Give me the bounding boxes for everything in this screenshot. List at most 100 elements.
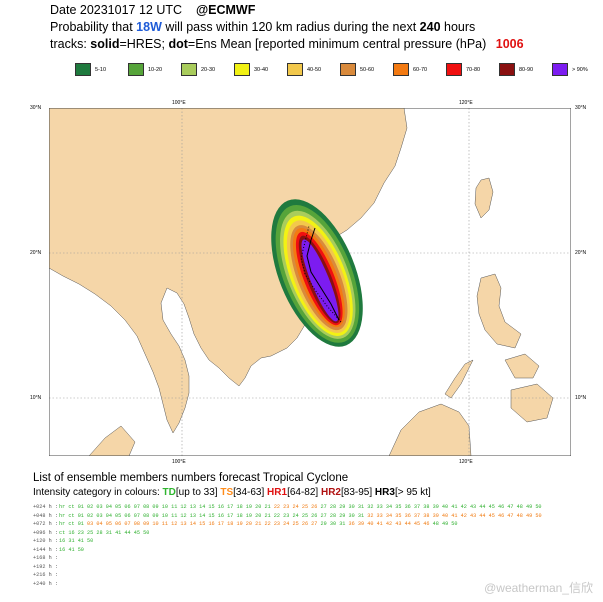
dot-def: =Ens Mean [reported minimum central pres… bbox=[187, 37, 487, 51]
legend-item: 20-30 bbox=[181, 63, 234, 76]
ensemble-row-label: +120 h : bbox=[33, 538, 58, 544]
legend-label: > 90% bbox=[572, 66, 588, 73]
ensemble-row-label: +072 h : bbox=[33, 521, 58, 527]
visayas-islands bbox=[504, 353, 540, 379]
ensemble-member-group: hr bbox=[59, 512, 66, 519]
ensemble-row-label: +096 h : bbox=[33, 529, 58, 536]
sumatra-island bbox=[88, 425, 136, 456]
legend-swatch bbox=[446, 63, 462, 76]
hr2-range: [83-95] bbox=[341, 487, 373, 498]
ensemble-row-members: hr ct 01 02 03 04 05 06 07 08 09 10 11 1… bbox=[59, 503, 542, 512]
hr1-range: [64-82] bbox=[287, 487, 319, 498]
td-range: [up to 33] bbox=[175, 487, 218, 498]
ensemble-member-group: 36 bbox=[345, 521, 355, 527]
legend-swatch bbox=[181, 63, 197, 76]
lon-label-100e-top: 100°E bbox=[172, 100, 186, 106]
legend-label: 70-80 bbox=[466, 66, 481, 73]
legend-item: 50-60 bbox=[340, 63, 393, 76]
ensemble-row: +024 h : hr ct 01 02 03 04 05 06 07 08 09… bbox=[33, 503, 583, 512]
legend-label: 30-40 bbox=[254, 66, 269, 73]
palawan-island bbox=[444, 359, 474, 399]
legend-label: 10-20 bbox=[148, 66, 163, 73]
hr1-label: HR1 bbox=[267, 487, 288, 498]
hr3-range: [> 95 kt] bbox=[394, 487, 431, 498]
storm-id: 18W bbox=[136, 20, 162, 34]
min-pressure: 1006 bbox=[495, 37, 524, 51]
ensemble-row: +168 h : bbox=[33, 554, 583, 563]
source-label: @ECMWF bbox=[195, 3, 256, 17]
ensemble-row-members: hr ct 01 03 04 05 06 07 08 09 10 11 12 1… bbox=[59, 520, 458, 529]
ensemble-row-members: 16 31 41 50 bbox=[59, 537, 93, 546]
ensemble-member-group: 27 28 29 30 31 32 33 34 35 36 37 38 39 4… bbox=[317, 504, 542, 510]
legend-swatch bbox=[75, 63, 91, 76]
ensemble-member-group: 39 40 41 42 43 44 45 46 bbox=[354, 521, 430, 527]
ensemble-member-group: 50 bbox=[74, 546, 84, 553]
lon-label-120e-bottom: 120°E bbox=[459, 459, 473, 465]
legend-swatch bbox=[287, 63, 303, 76]
dot-label: dot bbox=[168, 37, 188, 51]
legend-swatch bbox=[234, 63, 250, 76]
ensemble-row: +048 h : hr ct 01 02 03 04 05 06 07 08 09… bbox=[33, 512, 583, 521]
legend-item: 10-20 bbox=[128, 63, 181, 76]
lon-label-100e-bottom: 100°E bbox=[172, 459, 186, 465]
ensemble-row-label: +192 h : bbox=[33, 563, 58, 570]
ensemble-member-group: 41 bbox=[74, 538, 84, 544]
ts-range: [34-63] bbox=[233, 487, 265, 498]
legend-swatch bbox=[393, 63, 409, 76]
ensemble-member-group: hr bbox=[59, 521, 66, 527]
lat-label-10n-left: 10°N bbox=[30, 395, 42, 401]
ensemble-member-group: 01 02 03 04 05 06 07 08 09 10 11 12 13 1… bbox=[74, 504, 271, 510]
intensity-prefix: Intensity category in colours: bbox=[33, 487, 160, 498]
hr3-label: HR3 bbox=[374, 487, 395, 498]
tracks-label: tracks: bbox=[50, 37, 87, 51]
ensemble-row-label: +048 h : bbox=[33, 512, 58, 519]
ensemble-row-members: hr ct 01 02 03 04 05 06 07 08 09 10 11 1… bbox=[59, 512, 542, 521]
ensemble-member-group: 41 bbox=[111, 529, 122, 536]
ensemble-member-group: 28 bbox=[93, 529, 103, 536]
lon-label-120e-top: 120°E bbox=[459, 100, 473, 106]
ensemble-row: +096 h : ct 16 23 25 28 31 41 44 45 50 bbox=[33, 529, 583, 538]
luzon-island bbox=[476, 273, 522, 349]
ensemble-member-group: ct bbox=[65, 521, 75, 527]
mindanao-island bbox=[510, 383, 554, 423]
td-label: TD bbox=[162, 487, 176, 498]
legend-label: 80-90 bbox=[519, 66, 534, 73]
probability-legend: 5-10 10-20 20-30 30-40 40-50 50-60 60-70 70-80 8… bbox=[75, 63, 603, 76]
lat-label-30n-left: 30°N bbox=[30, 105, 42, 111]
ensemble-member-group: 31 bbox=[65, 538, 75, 544]
ensemble-member-group: 01 02 03 04 05 06 07 08 09 10 11 12 13 1… bbox=[74, 512, 281, 519]
taiwan-island bbox=[474, 177, 494, 219]
ensemble-member-group: hr bbox=[59, 504, 66, 510]
legend-label: 20-30 bbox=[201, 66, 216, 73]
graticule bbox=[49, 108, 571, 456]
map-header: Date 20231017 12 UTC @ECMWF Probability … bbox=[50, 2, 595, 53]
ensemble-row-label: +024 h : bbox=[33, 504, 58, 510]
solid-def: =HRES; bbox=[119, 37, 165, 51]
ensemble-member-table: +024 h : hr ct 01 02 03 04 05 06 07 08 09… bbox=[33, 503, 583, 588]
ensemble-member-group: 32 33 34 35 36 37 38 39 40 41 42 43 44 4… bbox=[364, 512, 542, 519]
legend-item: 30-40 bbox=[234, 63, 287, 76]
lat-label-20n-left: 20°N bbox=[30, 250, 42, 256]
ensemble-member-group: 41 bbox=[65, 546, 75, 553]
ens-mean-track bbox=[300, 225, 342, 323]
legend-swatch bbox=[340, 63, 356, 76]
ensemble-member-group: 48 49 50 bbox=[429, 521, 458, 527]
hr2-label: HR2 bbox=[320, 487, 341, 498]
probability-map bbox=[49, 108, 571, 456]
ensemble-row: +072 h : hr ct 01 03 04 05 06 07 08 09 10… bbox=[33, 520, 583, 529]
ensemble-row: +192 h : bbox=[33, 563, 583, 572]
legend-item: 60-70 bbox=[393, 63, 446, 76]
ensemble-title: List of ensemble members numbers forecas… bbox=[33, 472, 349, 484]
probability-swath bbox=[271, 199, 363, 347]
ensemble-member-group: 22 23 24 25 26 bbox=[270, 504, 318, 510]
ensemble-member-group: 31 bbox=[102, 529, 112, 536]
ensemble-member-group: ct bbox=[59, 529, 66, 536]
ensemble-row: +120 h :16 31 41 50 bbox=[33, 537, 583, 546]
legend-label: 50-60 bbox=[360, 66, 375, 73]
ensemble-member-group: 25 bbox=[83, 529, 94, 536]
ensemble-member-group: 23 24 25 26 27 28 29 30 31 bbox=[280, 512, 365, 519]
ensemble-row-label: +144 h : bbox=[33, 546, 58, 553]
ensemble-member-group: 16 bbox=[59, 538, 66, 544]
ensemble-member-group: ct bbox=[65, 512, 75, 519]
ts-label: TS bbox=[220, 487, 234, 498]
